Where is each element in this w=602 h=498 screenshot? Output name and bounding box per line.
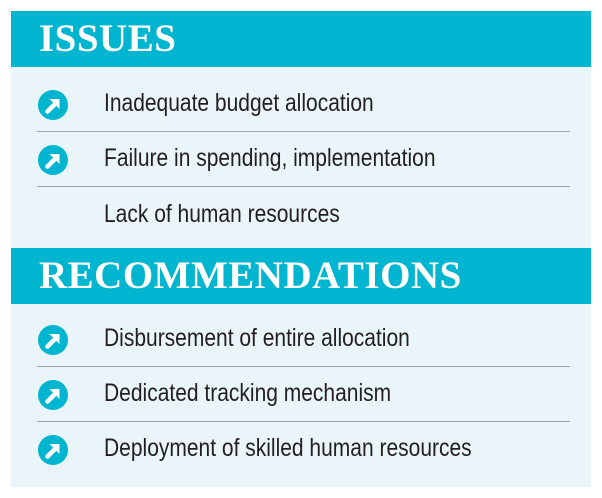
recommendations-header: RECOMMENDATIONS	[11, 248, 591, 304]
recommendation-item: Disbursement of entire allocation	[11, 312, 591, 364]
issue-item-label: Failure in spending, implementation	[104, 144, 436, 172]
recommendations-title: RECOMMENDATIONS	[39, 254, 462, 297]
arrow-up-right-circle-icon	[38, 435, 68, 465]
divider	[37, 131, 570, 132]
issue-item-label: Lack of human resources	[104, 200, 340, 228]
recommendation-item-label: Deployment of skilled human resources	[104, 434, 472, 462]
arrow-up-right-circle-icon	[38, 90, 68, 120]
issues-header: ISSUES	[11, 11, 591, 67]
info-panel: ISSUES Inadequate budget allocation Fail…	[11, 11, 591, 487]
issue-item: Inadequate budget allocation	[11, 77, 591, 129]
arrow-up-right-circle-icon	[38, 145, 68, 175]
issue-item-label: Inadequate budget allocation	[104, 89, 374, 117]
issue-item: Lack of human resources	[11, 188, 591, 240]
issue-item: Failure in spending, implementation	[11, 132, 591, 184]
recommendation-item-label: Disbursement of entire allocation	[104, 324, 410, 352]
arrow-up-right-circle-icon	[38, 380, 68, 410]
issues-title: ISSUES	[39, 17, 177, 60]
recommendation-item-label: Dedicated tracking mechanism	[104, 379, 392, 407]
divider	[37, 186, 570, 187]
divider	[37, 366, 570, 367]
recommendation-item: Dedicated tracking mechanism	[11, 367, 591, 419]
divider	[37, 421, 570, 422]
recommendation-item: Deployment of skilled human resources	[11, 422, 591, 474]
arrow-up-right-circle-icon	[38, 325, 68, 355]
